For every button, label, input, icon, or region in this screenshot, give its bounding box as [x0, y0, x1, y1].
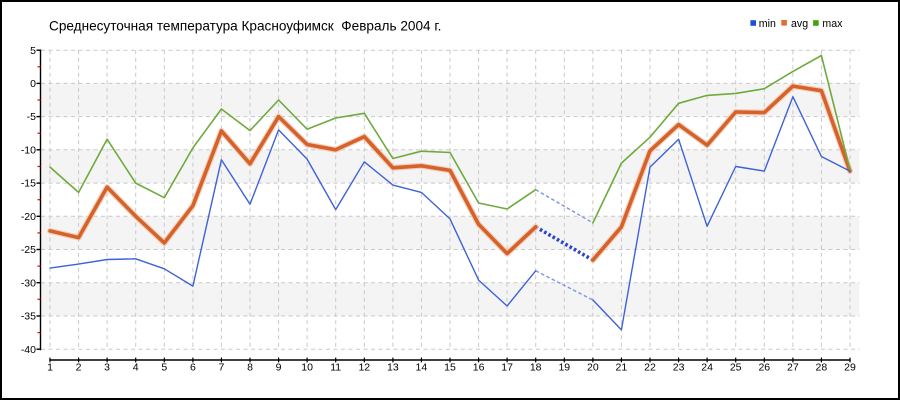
svg-text:4: 4 — [133, 362, 139, 374]
svg-text:6: 6 — [190, 362, 196, 374]
svg-text:5: 5 — [161, 362, 167, 374]
svg-text:25: 25 — [730, 362, 742, 374]
svg-text:7: 7 — [218, 362, 224, 374]
svg-text:0: 0 — [30, 78, 36, 90]
svg-text:min: min — [759, 18, 776, 30]
svg-text:13: 13 — [387, 362, 399, 374]
svg-text:17: 17 — [501, 362, 513, 374]
svg-text:-20: -20 — [21, 211, 36, 223]
svg-text:14: 14 — [416, 362, 428, 374]
svg-text:8: 8 — [247, 362, 253, 374]
svg-text:12: 12 — [358, 362, 370, 374]
svg-text:Среднесуточная температура Кра: Среднесуточная температура Красноуфимск … — [49, 19, 441, 34]
svg-text:5: 5 — [30, 45, 36, 57]
svg-text:-15: -15 — [21, 178, 36, 190]
svg-text:19: 19 — [558, 362, 570, 374]
svg-text:23: 23 — [673, 362, 685, 374]
svg-text:10: 10 — [301, 362, 313, 374]
svg-text:3: 3 — [104, 362, 110, 374]
svg-text:26: 26 — [758, 362, 770, 374]
svg-text:avg: avg — [791, 18, 808, 30]
svg-text:-10: -10 — [21, 144, 36, 156]
svg-text:-25: -25 — [21, 244, 36, 256]
svg-text:11: 11 — [330, 362, 341, 374]
svg-text:15: 15 — [444, 362, 456, 374]
svg-text:2: 2 — [76, 362, 82, 374]
svg-text:max: max — [822, 18, 843, 30]
svg-text:9: 9 — [276, 362, 282, 374]
svg-text:-5: -5 — [27, 111, 36, 123]
svg-text:24: 24 — [701, 362, 713, 374]
svg-text:20: 20 — [587, 362, 599, 374]
svg-text:28: 28 — [816, 362, 828, 374]
svg-text:1: 1 — [47, 362, 53, 374]
svg-text:27: 27 — [787, 362, 799, 374]
svg-text:21: 21 — [616, 362, 628, 374]
svg-text:-40: -40 — [21, 344, 36, 356]
svg-text:29: 29 — [844, 362, 856, 374]
svg-text:16: 16 — [473, 362, 485, 374]
svg-text:-35: -35 — [21, 311, 36, 323]
svg-text:-30: -30 — [21, 277, 36, 289]
svg-text:18: 18 — [530, 362, 542, 374]
svg-text:22: 22 — [644, 362, 656, 374]
